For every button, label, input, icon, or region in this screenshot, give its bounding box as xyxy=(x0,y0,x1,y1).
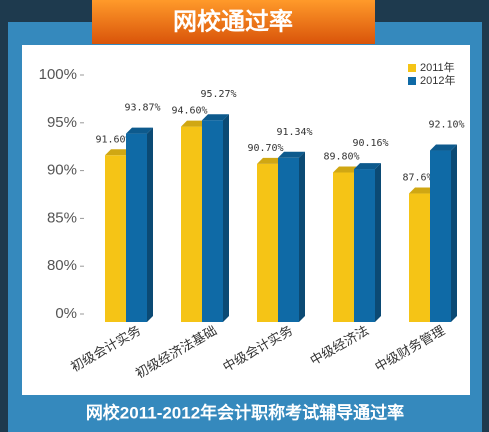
bar-top xyxy=(409,187,436,194)
y-tick-label: 80% xyxy=(47,257,77,274)
value-label: 92.10% xyxy=(428,120,464,131)
value-label: 91.60% xyxy=(95,134,131,145)
y-tick-label: 0% xyxy=(55,305,77,322)
bar-side xyxy=(299,151,305,322)
value-label: 91.34% xyxy=(276,127,312,138)
bar-top xyxy=(105,149,132,156)
bar-side xyxy=(147,127,153,322)
bar xyxy=(257,163,278,322)
y-tick-label: 100% xyxy=(39,66,77,83)
bar xyxy=(409,193,430,322)
y-tick-label: 85% xyxy=(47,209,77,226)
bar-top xyxy=(126,127,153,134)
value-label: 90.16% xyxy=(352,138,388,149)
bar-side xyxy=(223,114,229,322)
value-label: 90.70% xyxy=(247,143,283,154)
bar-side xyxy=(451,144,457,322)
bar-top xyxy=(354,163,381,170)
legend-label: 2012年 xyxy=(420,73,455,87)
y-tick-label: 90% xyxy=(47,162,77,179)
chart-subtitle: 网校2011-2012年会计职称考试辅导通过率 xyxy=(86,402,404,422)
bar-top xyxy=(257,157,284,164)
value-label: 94.60% xyxy=(171,106,207,117)
bar-side xyxy=(375,163,381,322)
bar xyxy=(333,172,354,322)
bar-top xyxy=(202,114,229,121)
bar-top xyxy=(333,166,360,173)
title-banner xyxy=(92,0,375,44)
bar xyxy=(126,133,147,322)
value-label: 93.87% xyxy=(124,103,160,114)
bar xyxy=(202,120,223,322)
value-label: 87.6% xyxy=(402,173,432,184)
y-tick-label: 95% xyxy=(47,114,77,131)
legend-label: 2011年 xyxy=(420,60,455,74)
bar xyxy=(105,155,126,322)
chart-title: 网校通过率 xyxy=(173,7,293,35)
bar xyxy=(354,169,375,322)
legend-swatch xyxy=(408,64,416,72)
plot-area xyxy=(22,45,470,395)
bar xyxy=(430,150,451,322)
bar-top xyxy=(430,144,457,151)
bar-top xyxy=(181,120,208,127)
value-label: 95.27% xyxy=(200,89,236,100)
bar xyxy=(181,126,202,323)
legend-swatch xyxy=(408,77,416,85)
bar xyxy=(278,157,299,322)
value-label: 89.80% xyxy=(323,152,359,163)
bar-top xyxy=(278,151,305,158)
